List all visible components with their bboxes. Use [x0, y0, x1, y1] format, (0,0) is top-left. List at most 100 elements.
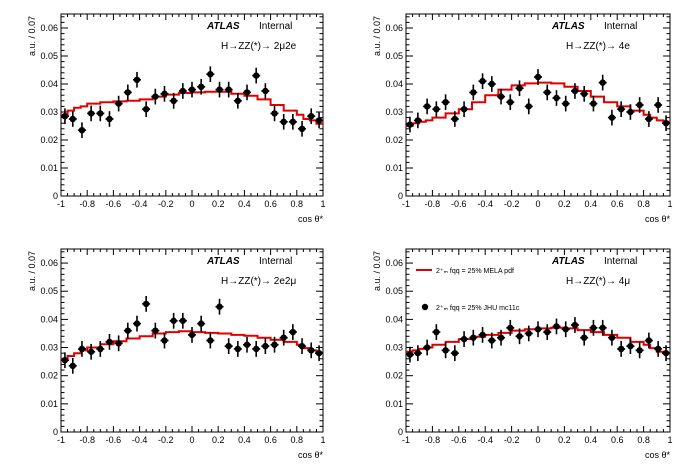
marker — [179, 87, 187, 95]
x-tick-label: 0.4 — [585, 199, 598, 209]
marker — [414, 117, 422, 124]
marker — [460, 335, 468, 343]
data-point — [662, 345, 671, 362]
data-point — [432, 101, 441, 118]
data-point — [423, 98, 432, 115]
marker — [280, 334, 287, 341]
data-point — [105, 334, 114, 350]
marker — [87, 348, 95, 355]
x-tick-label: 0.4 — [238, 435, 251, 445]
data-point — [662, 115, 671, 132]
marker — [636, 347, 643, 354]
x-tick-label: 0 — [189, 435, 194, 445]
panel-2: -1 -0.8 -0.6 -0.4 -0.2 0 0.2 0.4 0.6 0.8 1 0 0.01 0.0… — [372, 13, 673, 224]
atlas-label: ATLAS — [551, 21, 585, 32]
marker — [188, 331, 196, 339]
marker — [197, 83, 205, 91]
x-tick-label: 0.4 — [238, 199, 251, 209]
data-point — [233, 341, 242, 357]
x-tick-label: -0.4 — [477, 435, 493, 445]
data-point — [132, 71, 141, 88]
data-point — [644, 332, 653, 349]
marker — [497, 334, 505, 341]
data-point — [497, 329, 506, 346]
data-point — [617, 101, 626, 118]
data-point — [197, 78, 206, 95]
marker — [262, 342, 269, 350]
marker — [197, 320, 205, 327]
data-point — [607, 329, 616, 346]
marker — [608, 334, 616, 341]
data-point — [315, 345, 324, 362]
y-axis-title: a.u. / 0.07 — [372, 251, 382, 291]
x-tick-label: 0.6 — [264, 199, 277, 209]
y-tick-label: 0.01 — [385, 399, 403, 409]
marker — [298, 342, 306, 350]
marker — [599, 324, 606, 332]
y-tick-label: 0.03 — [385, 107, 403, 117]
marker — [252, 345, 260, 353]
marker — [243, 89, 251, 96]
data-point — [487, 76, 496, 92]
data-point — [279, 113, 288, 130]
x-tick-label: -0.4 — [132, 199, 148, 209]
x-tick-label: -0.6 — [451, 199, 467, 209]
x-tick-label: 0.8 — [291, 435, 304, 445]
data-point — [132, 315, 141, 332]
marker — [124, 89, 132, 96]
marker — [152, 93, 159, 100]
data-point — [243, 84, 252, 101]
marker — [433, 328, 440, 336]
data-point — [96, 105, 105, 122]
marker — [207, 337, 214, 344]
data-point — [487, 332, 496, 349]
y-axis-title: a.u. / 0.07 — [27, 16, 37, 56]
data-point — [188, 326, 196, 343]
data-point — [478, 73, 487, 90]
y-tick-label: 0.03 — [40, 343, 58, 353]
data-point — [96, 341, 105, 357]
data-point — [298, 120, 307, 137]
marker — [562, 326, 569, 333]
marker — [497, 93, 505, 100]
marker — [423, 103, 431, 110]
data-point — [497, 88, 506, 105]
data-point — [432, 324, 441, 340]
x-tick-label: -0.2 — [504, 199, 520, 209]
marker — [636, 101, 643, 109]
data-point — [123, 84, 132, 101]
data-point — [598, 74, 607, 91]
marker — [488, 80, 495, 88]
marker — [581, 334, 588, 341]
marker — [78, 345, 86, 353]
marker — [69, 115, 76, 123]
marker — [298, 125, 306, 132]
legend: 2⁺ₘ fqq = 25% MELA pdf 2⁺ₘ fqq = 25% JHU … — [416, 268, 520, 312]
x-tick-label: -0.2 — [504, 435, 520, 445]
marker — [133, 320, 141, 327]
channel-label: H→ZZ(*)→ 2e2μ — [221, 276, 296, 287]
data-point — [233, 92, 242, 109]
y-tick-label: 0 — [398, 427, 403, 437]
data-point — [598, 319, 607, 336]
marker — [280, 118, 287, 126]
marker — [599, 79, 606, 86]
y-tick-label: 0 — [53, 191, 58, 201]
marker — [544, 328, 551, 336]
data-point — [450, 345, 459, 362]
marker — [78, 127, 86, 134]
x-tick-label: -0.8 — [79, 199, 95, 209]
panel-3: -1 -0.8 -0.6 -0.4 -0.2 0 0.2 0.4 0.6 0.8 1 0 0.01 0.0… — [27, 248, 326, 460]
data-point — [635, 342, 644, 359]
marker — [479, 331, 486, 339]
data-point — [224, 81, 233, 98]
marker — [525, 330, 532, 337]
marker — [252, 72, 260, 79]
marker — [216, 86, 223, 93]
marker — [69, 362, 76, 370]
data-point — [644, 111, 653, 127]
marker — [289, 118, 297, 126]
data-point — [478, 326, 487, 343]
data-point — [524, 325, 533, 342]
y-tick-label: 0.02 — [40, 371, 58, 381]
